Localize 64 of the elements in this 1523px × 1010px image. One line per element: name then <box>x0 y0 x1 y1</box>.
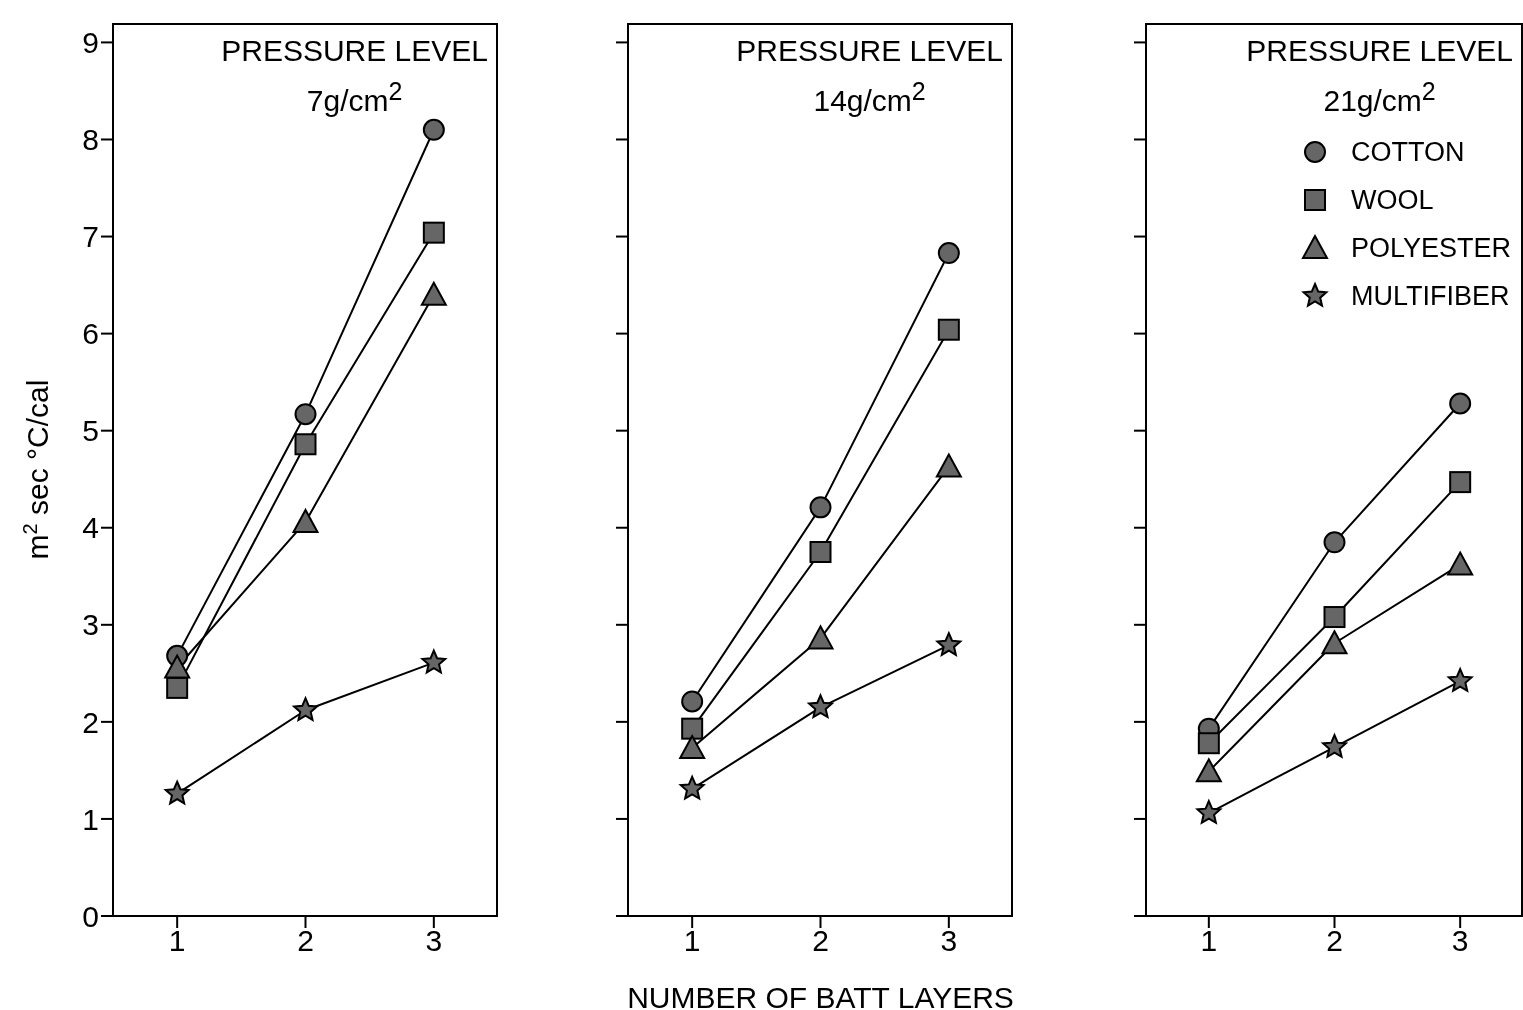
y-tick-label: 6 <box>82 317 99 351</box>
text: 21g/cm$^{2}$ <box>1323 77 1436 117</box>
point <box>937 318 960 341</box>
point <box>420 281 447 306</box>
point <box>935 453 962 478</box>
x-tick-label: 1 <box>1200 924 1218 958</box>
x-tick-label: 3 <box>940 924 958 958</box>
point <box>1447 551 1474 576</box>
text: 7g/cm$^{2}$ <box>306 77 403 117</box>
point <box>681 717 704 740</box>
legend-label: WOOL <box>1350 184 1434 216</box>
point <box>422 118 445 141</box>
legend-label: POLYESTER <box>1350 232 1511 264</box>
legend-label: COTTON <box>1350 136 1465 168</box>
point <box>1449 471 1472 494</box>
y-tick-label: 0 <box>82 899 99 933</box>
point <box>807 625 834 650</box>
point <box>292 508 319 533</box>
x-tick-label: 2 <box>812 924 829 958</box>
point <box>1323 606 1346 629</box>
point <box>937 242 960 265</box>
point <box>294 433 317 456</box>
legend-label: MULTIFIBER <box>1350 280 1510 312</box>
y-tick-label: 3 <box>82 608 99 642</box>
point <box>421 649 447 674</box>
point <box>679 775 705 800</box>
point <box>294 403 317 426</box>
x-axis-title: NUMBER OF BATT LAYERS <box>627 981 1014 1010</box>
point <box>681 690 704 713</box>
point <box>679 735 706 760</box>
point <box>936 632 962 656</box>
text: 14g/cm$^{2}$ <box>813 77 926 117</box>
point <box>1196 800 1222 824</box>
point <box>1321 630 1348 655</box>
y-tick-label: 1 <box>82 802 99 836</box>
x-tick-label: 1 <box>168 924 186 958</box>
y-tick-label: 5 <box>82 414 99 448</box>
point <box>293 697 318 721</box>
x-tick-label: 3 <box>1451 924 1469 958</box>
point <box>166 676 189 699</box>
point <box>809 496 832 519</box>
y-tick-label: 7 <box>82 220 99 254</box>
y-tick-label: 9 <box>82 26 99 60</box>
chart-title: PRESSURE LEVEL <box>221 34 488 67</box>
point <box>1449 392 1472 415</box>
point <box>1197 732 1220 755</box>
point <box>808 694 833 719</box>
chart-title: PRESSURE LEVEL <box>736 34 1003 67</box>
point <box>1323 531 1346 554</box>
point <box>164 780 190 805</box>
point <box>1195 758 1222 783</box>
point <box>1447 668 1473 692</box>
point <box>422 221 445 244</box>
point <box>809 541 832 564</box>
x-tick-label: 2 <box>1326 924 1343 958</box>
point <box>1322 734 1347 758</box>
y-tick-label: 8 <box>82 123 99 157</box>
y-tick-label: 2 <box>82 705 99 739</box>
x-tick-label: 2 <box>297 924 314 958</box>
x-tick-label: 1 <box>683 924 701 958</box>
point <box>164 654 191 679</box>
y-tick-label: 4 <box>82 511 99 545</box>
chart-title: PRESSURE LEVEL <box>1246 34 1513 67</box>
x-tick-label: 3 <box>425 924 443 958</box>
